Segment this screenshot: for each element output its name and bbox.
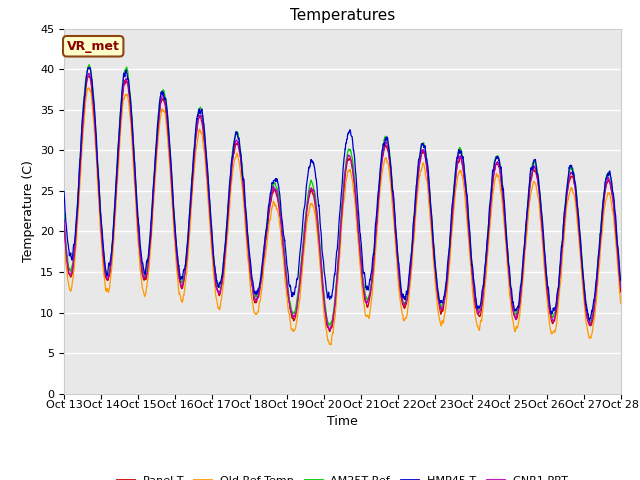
HMP45 T	[584, 307, 591, 313]
Line: CNR1 PRT: CNR1 PRT	[64, 73, 621, 330]
AM25T Ref	[326, 322, 333, 328]
Line: Old Ref Temp: Old Ref Temp	[64, 88, 621, 345]
AM25T Ref	[85, 62, 93, 68]
CNR1 PRT	[326, 327, 333, 333]
Old Ref Temp	[216, 307, 223, 312]
Old Ref Temp	[85, 85, 93, 91]
Old Ref Temp	[60, 235, 68, 241]
Old Ref Temp	[617, 300, 625, 306]
Panel T	[359, 281, 367, 287]
Panel T	[85, 73, 93, 79]
HMP45 T	[504, 258, 512, 264]
HMP45 T	[617, 277, 625, 283]
CNR1 PRT	[371, 240, 379, 246]
AM25T Ref	[584, 312, 591, 317]
AM25T Ref	[505, 260, 513, 266]
Panel T	[617, 289, 625, 295]
CNR1 PRT	[359, 279, 367, 285]
Line: AM25T Ref: AM25T Ref	[64, 65, 621, 325]
Panel T	[371, 241, 379, 247]
Panel T	[584, 317, 591, 323]
Line: HMP45 T: HMP45 T	[64, 68, 621, 321]
Old Ref Temp	[371, 255, 379, 261]
AM25T Ref	[60, 210, 68, 216]
AM25T Ref	[359, 275, 367, 281]
Y-axis label: Temperature (C): Temperature (C)	[22, 160, 35, 262]
HMP45 T	[371, 235, 379, 241]
HMP45 T	[586, 318, 593, 324]
HMP45 T	[359, 263, 367, 268]
X-axis label: Time: Time	[327, 415, 358, 429]
CNR1 PRT	[584, 314, 591, 320]
CNR1 PRT	[216, 290, 223, 296]
Old Ref Temp	[584, 327, 591, 333]
Old Ref Temp	[505, 278, 513, 284]
Legend: Panel T, Old Ref Temp, AM25T Ref, HMP45 T, CNR1 PRT: Panel T, Old Ref Temp, AM25T Ref, HMP45 …	[113, 471, 572, 480]
HMP45 T	[568, 164, 575, 169]
Panel T	[505, 266, 513, 272]
AM25T Ref	[371, 236, 379, 242]
CNR1 PRT	[568, 171, 576, 177]
AM25T Ref	[617, 282, 625, 288]
CNR1 PRT	[85, 71, 93, 76]
CNR1 PRT	[617, 285, 625, 291]
Old Ref Temp	[359, 294, 367, 300]
CNR1 PRT	[60, 216, 68, 222]
Panel T	[568, 174, 576, 180]
Old Ref Temp	[327, 342, 335, 348]
Panel T	[326, 329, 333, 335]
Panel T	[60, 219, 68, 225]
Old Ref Temp	[568, 187, 576, 192]
HMP45 T	[84, 65, 92, 71]
HMP45 T	[216, 280, 223, 286]
AM25T Ref	[216, 285, 223, 290]
HMP45 T	[60, 189, 68, 194]
Title: Temperatures: Temperatures	[290, 9, 395, 24]
AM25T Ref	[568, 166, 576, 172]
CNR1 PRT	[505, 265, 513, 271]
Text: VR_met: VR_met	[67, 40, 120, 53]
Line: Panel T: Panel T	[64, 76, 621, 332]
Panel T	[216, 292, 223, 298]
